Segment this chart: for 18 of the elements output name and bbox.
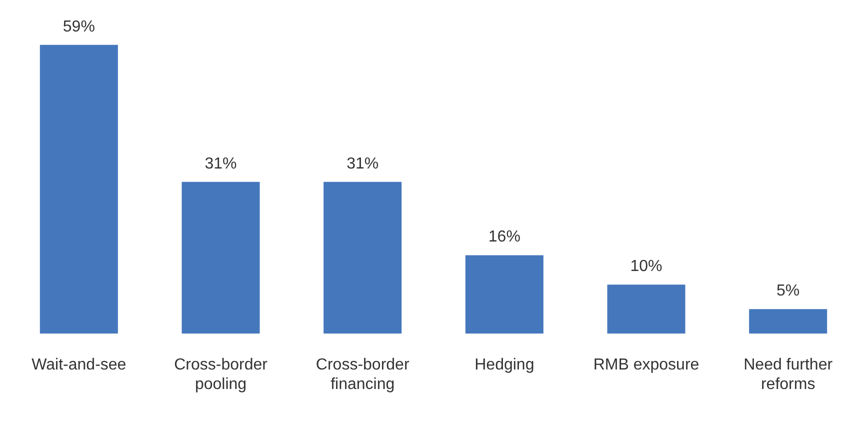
bar bbox=[182, 182, 260, 334]
data-label: 59% bbox=[62, 18, 95, 36]
bar bbox=[749, 309, 828, 334]
x-tick-label: Need further reforms bbox=[744, 356, 834, 393]
x-tick-label: Cross-border pooling bbox=[174, 356, 268, 393]
data-label: 31% bbox=[204, 155, 237, 172]
bar bbox=[40, 44, 118, 334]
bar bbox=[324, 182, 402, 334]
bar bbox=[607, 284, 686, 334]
x-tick-label: Hedging bbox=[474, 356, 534, 374]
data-label: 5% bbox=[776, 282, 800, 300]
x-tick-label: Wait-and-see bbox=[32, 356, 126, 374]
data-label: 16% bbox=[488, 228, 520, 246]
bar bbox=[465, 255, 544, 334]
data-label: 31% bbox=[346, 155, 379, 172]
data-label: 10% bbox=[630, 258, 662, 276]
x-tick-label: RMB exposure bbox=[593, 356, 700, 374]
x-tick-label: Cross-border financing bbox=[316, 356, 410, 393]
